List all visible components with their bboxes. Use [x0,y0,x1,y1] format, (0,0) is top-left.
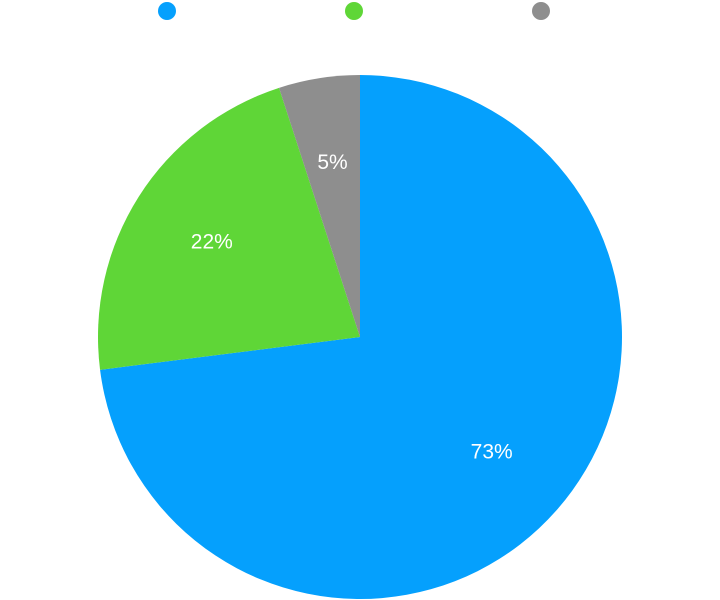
pie-slice [98,87,360,370]
pie-slice [100,75,623,600]
legend-marker [158,2,176,20]
legend-marker [345,2,363,20]
pie-slice [279,75,360,337]
slice-label: 22% [191,230,233,253]
slice-label: 5% [317,151,347,174]
slice-label: 73% [471,441,513,464]
legend-marker [532,2,550,20]
